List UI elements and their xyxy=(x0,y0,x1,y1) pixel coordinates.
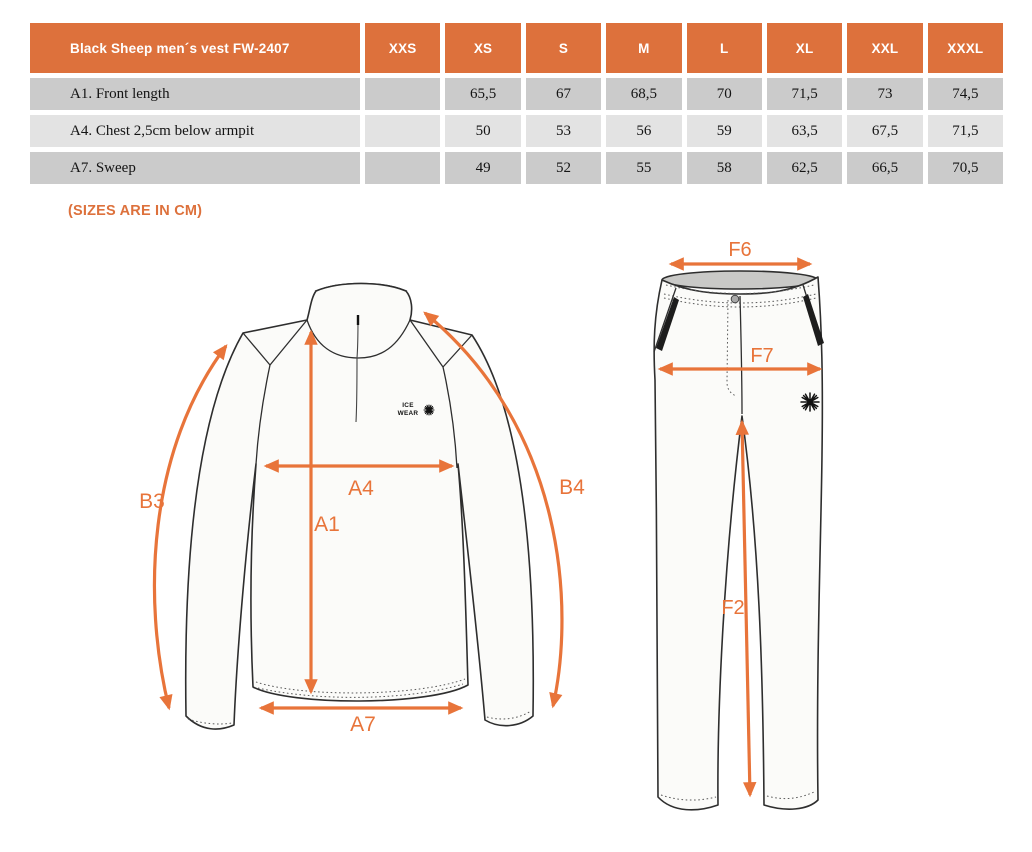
table-cell: 71,5 xyxy=(766,78,843,110)
shirt-outline xyxy=(184,282,535,730)
table-cell: 56 xyxy=(606,115,682,147)
arrow-f2 xyxy=(735,419,757,798)
right-pocket-trim xyxy=(803,294,824,346)
left-pocket-trim xyxy=(656,297,679,351)
table-cell: 73 xyxy=(847,78,923,110)
snowflake-icon xyxy=(800,392,820,412)
snowflake-icon xyxy=(423,404,435,416)
table-cell xyxy=(365,115,441,147)
label-f6: F6 xyxy=(728,240,751,261)
arrow-b4 xyxy=(423,311,564,709)
col-header-xl: XL xyxy=(766,23,843,73)
label-f2: F2 xyxy=(721,597,744,619)
sizes-unit-note: (SIZES ARE IN CM) xyxy=(68,203,203,219)
table-cell: 63,5 xyxy=(766,115,843,147)
col-header-xxs: XXS xyxy=(365,23,441,73)
label-b3: B3 xyxy=(139,490,165,513)
table-cell: 67 xyxy=(525,78,602,110)
table-cell: 70,5 xyxy=(927,152,1003,184)
svg-text:WEAR: WEAR xyxy=(398,410,419,417)
table-cell: 65,5 xyxy=(445,78,521,110)
table-cell: 55 xyxy=(606,152,682,184)
label-a7: A7 xyxy=(350,713,376,736)
table-cell: 74,5 xyxy=(927,78,1003,110)
table-cell: 59 xyxy=(686,115,762,147)
svg-text:ICE: ICE xyxy=(402,402,414,409)
fly-j-stitch xyxy=(726,299,737,397)
table-cell: 70 xyxy=(686,78,762,110)
table-cell xyxy=(365,152,441,184)
table-cell: 62,5 xyxy=(766,152,843,184)
table-cell: 66,5 xyxy=(847,152,923,184)
left-pocket-opening xyxy=(653,287,677,353)
pants-outline xyxy=(653,276,824,811)
row-label: A4. Chest 2,5cm below armpit xyxy=(30,115,360,147)
col-header-s: S xyxy=(525,23,602,73)
hem-stitch-1 xyxy=(255,678,466,694)
table-cell: 49 xyxy=(445,152,521,184)
waist-seam-stitch xyxy=(665,284,815,294)
col-header-m: M xyxy=(606,23,682,73)
label-b4: B4 xyxy=(559,476,585,499)
row-label: A1. Front length xyxy=(30,78,360,110)
size-chart-table: Black Sheep men´s vest FW-2407 XXS XS S … xyxy=(30,23,1003,184)
table-title: Black Sheep men´s vest FW-2407 xyxy=(30,23,360,73)
table-cell: 71,5 xyxy=(927,115,1003,147)
row-label: A7. Sweep xyxy=(30,152,360,184)
table-cell: 50 xyxy=(445,115,521,147)
col-header-xxxl: XXXL xyxy=(927,23,1003,73)
col-header-xs: XS xyxy=(445,23,521,73)
table-cell: 67,5 xyxy=(847,115,923,147)
table-cell: 68,5 xyxy=(606,78,682,110)
label-a1: A1 xyxy=(314,513,340,536)
label-a4: A4 xyxy=(348,477,374,500)
shirt-measurement-diagram: ICE WEAR B3 A4 A1 A7 B4 xyxy=(139,282,585,736)
left-hem-stitch xyxy=(660,794,717,801)
col-header-l: L xyxy=(686,23,762,73)
zipper-line xyxy=(355,317,359,423)
table-cell: 52 xyxy=(525,152,602,184)
left-raglan-seam xyxy=(255,319,308,465)
left-shoulder-seam xyxy=(242,332,271,366)
table-cell: 58 xyxy=(686,152,762,184)
label-f7: F7 xyxy=(750,345,773,367)
pants-measurement-diagram: F6 F7 F2 xyxy=(653,240,824,811)
fly-center-line xyxy=(739,295,743,415)
right-hem-stitch xyxy=(766,790,817,800)
waist-button xyxy=(730,294,740,304)
waist-inner xyxy=(661,270,819,290)
table-cell xyxy=(365,78,441,110)
arrow-b3 xyxy=(152,344,228,711)
col-header-xxl: XXL xyxy=(847,23,923,73)
table-cell: 53 xyxy=(525,115,602,147)
